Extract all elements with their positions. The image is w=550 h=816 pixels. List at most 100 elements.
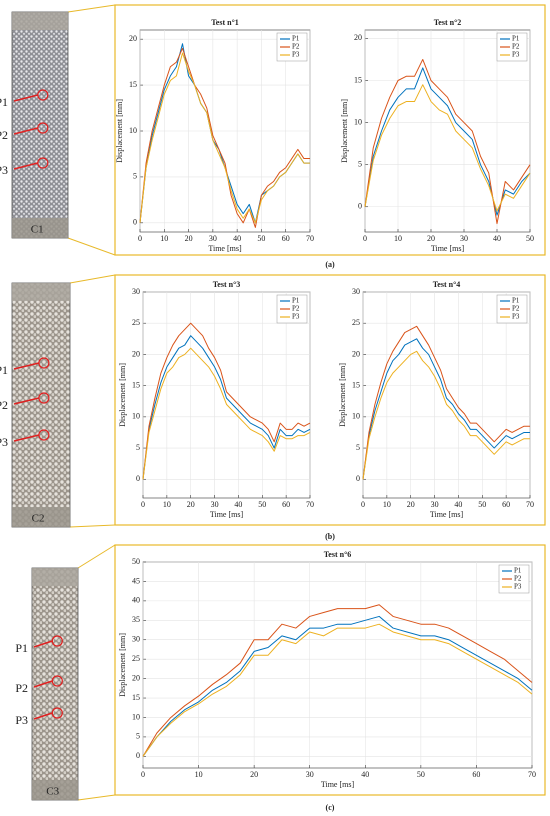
y-tick-label: 35	[132, 615, 140, 624]
x-axis-label: Time [ms]	[321, 780, 355, 789]
y-tick-label: 15	[129, 80, 137, 89]
point-leader	[33, 712, 53, 720]
y-tick-label: 30	[132, 635, 140, 644]
x-tick-label: 50	[258, 500, 266, 509]
y-tick-label: 15	[132, 693, 140, 702]
plot-area	[142, 291, 311, 499]
point-leader	[13, 127, 38, 135]
x-tick-label: 40	[454, 500, 462, 509]
x-tick-label: 20	[427, 234, 435, 243]
data-line	[142, 335, 311, 480]
y-tick-label: 20	[129, 34, 137, 43]
data-line	[142, 347, 311, 480]
connector	[77, 544, 116, 569]
x-tick-label: 60	[502, 500, 510, 509]
panel-caption: (a)	[325, 260, 335, 269]
legend-label: P3	[512, 51, 520, 59]
point-leader	[33, 680, 53, 688]
data-line	[139, 47, 310, 228]
y-tick-label: 0	[136, 474, 140, 483]
x-tick-label: 20	[407, 500, 415, 509]
chart-title: Test n°2	[434, 18, 462, 27]
legend-label: P1	[292, 35, 300, 43]
point-label: P2	[0, 398, 8, 412]
y-tick-label: 0	[358, 202, 362, 211]
x-tick-label: 20	[185, 234, 193, 243]
x-tick-label: 0	[141, 770, 145, 779]
x-tick-label: 40	[234, 500, 242, 509]
x-tick-label: 0	[361, 500, 365, 509]
data-line	[142, 322, 311, 480]
legend-label: P1	[512, 297, 520, 305]
legend-label: P3	[292, 51, 300, 59]
point-label: P3	[0, 435, 8, 449]
x-tick-label: 40	[493, 234, 501, 243]
x-tick-label: 60	[282, 500, 290, 509]
data-line	[142, 604, 533, 757]
legend-label: P2	[512, 43, 520, 51]
legend-label: P1	[512, 35, 520, 43]
x-tick-label: 70	[306, 234, 314, 243]
panel-frame	[114, 274, 546, 526]
chart-title: Test n°4	[433, 280, 461, 289]
photo-bottom	[12, 218, 68, 238]
point-leader	[13, 434, 40, 442]
x-tick-label: 10	[195, 770, 203, 779]
y-tick-label: 10	[352, 412, 360, 421]
x-tick-label: 30	[211, 500, 219, 509]
y-tick-label: 15	[352, 380, 360, 389]
legend-label: P3	[512, 313, 520, 321]
y-tick-label: 25	[352, 318, 360, 327]
y-tick-label: 10	[354, 117, 362, 126]
y-tick-label: 15	[354, 75, 362, 84]
legend-label: P2	[292, 305, 300, 313]
y-tick-label: 0	[356, 474, 360, 483]
plot-area	[142, 561, 533, 769]
x-tick-label: 50	[478, 500, 486, 509]
point-leader	[13, 397, 40, 405]
data-line	[364, 67, 531, 216]
point-label: P1	[0, 95, 8, 109]
data-line	[142, 615, 533, 757]
y-tick-label: 20	[352, 349, 360, 358]
y-axis-label: Displacement [mm]	[115, 99, 124, 163]
point-label: P3	[0, 163, 8, 177]
x-axis-label: Time [ms]	[210, 510, 244, 519]
x-tick-label: 70	[528, 770, 536, 779]
point-label: P2	[0, 128, 8, 142]
connector	[69, 274, 116, 284]
y-axis-label: Displacement [mm]	[340, 99, 349, 163]
data-line	[362, 325, 530, 480]
connector	[67, 237, 116, 256]
y-tick-label: 30	[132, 287, 140, 296]
y-tick-label: 40	[132, 596, 140, 605]
y-tick-label: 45	[132, 576, 140, 585]
y-tick-label: 25	[132, 654, 140, 663]
x-tick-label: 10	[160, 234, 168, 243]
photo-bottom	[12, 507, 70, 527]
y-tick-label: 10	[129, 126, 137, 135]
x-tick-label: 20	[187, 500, 195, 509]
plot-area	[364, 29, 531, 233]
legend-box	[498, 564, 530, 594]
photo-top	[12, 12, 68, 30]
connector	[77, 794, 116, 801]
specimen-photo	[11, 282, 71, 528]
x-tick-label: 60	[472, 770, 480, 779]
legend-label: P1	[292, 297, 300, 305]
point-leader	[13, 162, 38, 170]
legend-label: P2	[292, 43, 300, 51]
point-label: P1	[0, 363, 8, 377]
x-tick-label: 10	[394, 234, 402, 243]
connector	[69, 524, 116, 528]
y-tick-label: 10	[132, 712, 140, 721]
point-leader	[13, 362, 40, 370]
point-label: P3	[15, 713, 28, 727]
y-tick-label: 20	[132, 673, 140, 682]
y-tick-label: 25	[132, 318, 140, 327]
x-tick-label: 40	[361, 770, 369, 779]
legend-label: P1	[514, 567, 522, 575]
legend-label: P2	[514, 575, 522, 583]
x-axis-label: Time [ms]	[431, 244, 465, 253]
